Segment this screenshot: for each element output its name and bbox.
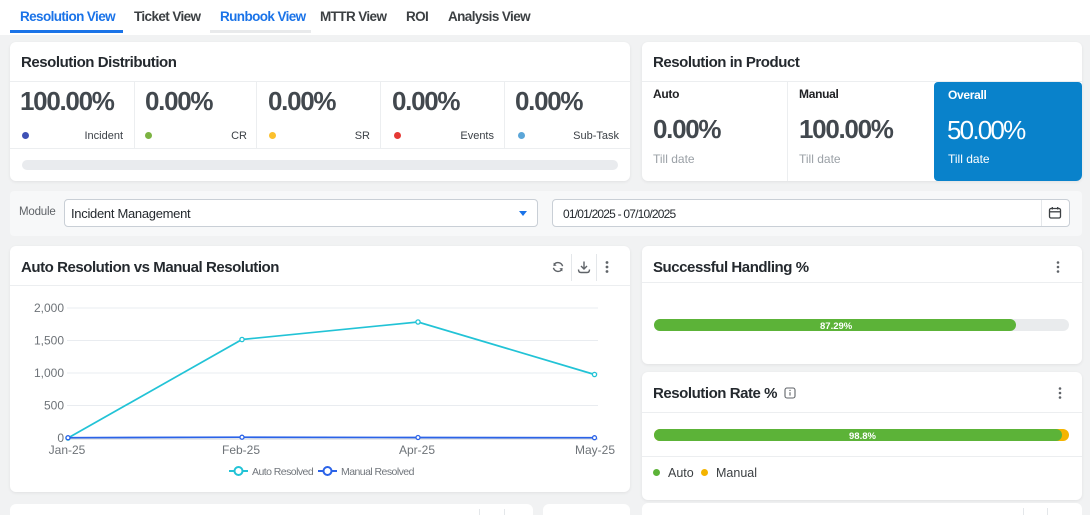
svg-text:1,000: 1,000: [34, 366, 64, 380]
svg-text:1,500: 1,500: [34, 334, 64, 348]
svg-text:Feb-25: Feb-25: [222, 443, 260, 457]
svg-text:2,000: 2,000: [34, 301, 64, 315]
svg-text:Manual Resolved: Manual Resolved: [341, 466, 415, 478]
svg-text:Auto Resolved: Auto Resolved: [252, 466, 314, 478]
svg-text:500: 500: [44, 399, 64, 413]
svg-text:0: 0: [57, 431, 64, 445]
svg-text:Jan-25: Jan-25: [49, 443, 86, 457]
svg-text:Apr-25: Apr-25: [399, 443, 435, 457]
svg-text:May-25: May-25: [575, 443, 615, 457]
